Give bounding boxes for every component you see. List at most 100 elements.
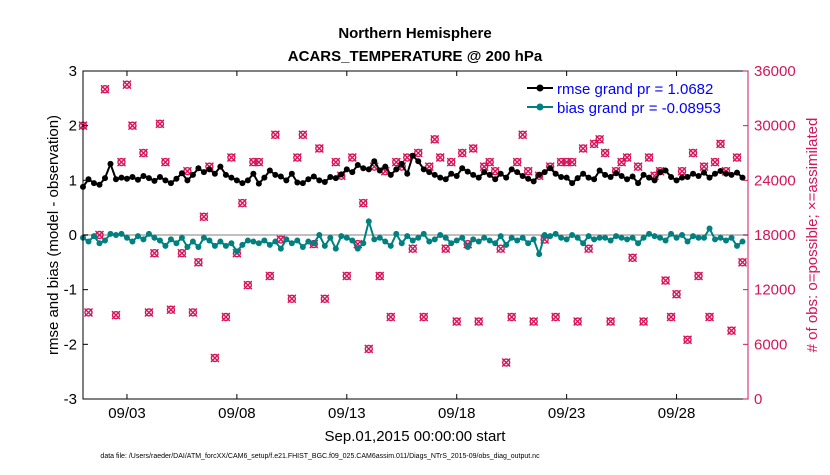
obs_possible_upper-marker — [271, 130, 280, 139]
obs_assimilated-marker — [155, 119, 165, 129]
y-right-tick-label: 0 — [754, 391, 762, 408]
obs_possible-marker — [84, 308, 93, 317]
bias-point — [321, 242, 328, 249]
rmse-point — [591, 176, 598, 183]
obs-upper-cross-marker — [567, 157, 577, 167]
bias-point — [255, 240, 262, 247]
rmse-point — [684, 174, 691, 181]
rmse-point — [525, 175, 532, 182]
obs_possible_upper-marker — [315, 144, 324, 153]
rmse-point — [327, 174, 334, 181]
bias-point — [283, 236, 290, 243]
bias-point — [481, 234, 488, 241]
rmse-point — [701, 169, 708, 176]
obs_assimilated-marker — [144, 307, 154, 317]
obs-upper-cross-marker — [138, 148, 148, 158]
bias-point — [294, 237, 301, 244]
bias-point — [640, 234, 647, 241]
bias-point — [492, 240, 499, 247]
obs_assimilated-marker — [193, 257, 203, 267]
bias-point — [123, 234, 130, 241]
bias-point — [261, 237, 268, 244]
obs-upper-cross-marker — [94, 230, 104, 240]
obs_possible-marker — [666, 312, 676, 322]
rmse-point — [316, 177, 323, 184]
bias-point — [723, 237, 730, 244]
obs_possible-marker — [111, 310, 121, 320]
y-left-tick-label: 1 — [69, 172, 77, 189]
bias-point — [250, 238, 257, 245]
bias-point — [695, 234, 702, 241]
rmse-point — [118, 174, 125, 181]
x-tick-label: 09/28 — [658, 405, 696, 422]
bias-point — [717, 234, 724, 241]
obs_assimilated-marker — [727, 326, 737, 336]
obs_assimilated-marker — [408, 244, 418, 254]
rmse-point — [294, 179, 301, 186]
bias-point — [365, 218, 372, 225]
rmse-point — [690, 170, 697, 177]
bias-point — [679, 232, 686, 238]
obs_possible-marker — [441, 244, 450, 253]
obs-upper-cross-marker — [633, 162, 643, 172]
obs_possible-marker — [738, 258, 747, 267]
bias-point — [569, 232, 576, 238]
rmse-point — [717, 168, 724, 175]
rmse-point — [695, 172, 702, 179]
bias-point — [739, 238, 746, 245]
obs_possible-marker — [254, 157, 264, 167]
rmse-point — [371, 158, 378, 165]
rmse-point — [580, 170, 587, 177]
rmse-point — [475, 174, 482, 181]
rmse-point — [624, 176, 631, 183]
rmse-point — [129, 174, 136, 181]
bias-point — [503, 241, 510, 248]
rmse-point — [569, 180, 576, 187]
rmse-point — [481, 169, 488, 176]
obs_assimilated-marker — [149, 248, 159, 258]
obs_assimilated-marker — [111, 310, 121, 320]
bias-point — [596, 234, 603, 241]
rmse-point — [299, 180, 306, 187]
rmse-point — [343, 166, 350, 173]
obs_possible_upper-marker — [556, 157, 566, 167]
rmse-point — [189, 171, 196, 178]
obs-upper-cross-marker — [523, 166, 533, 176]
obs_possible-marker — [672, 290, 681, 299]
rmse-point — [486, 171, 493, 178]
obs_possible-marker — [331, 157, 341, 167]
obs_assimilated-marker — [243, 280, 253, 290]
bias-point — [585, 233, 592, 240]
obs-upper-cross-marker — [468, 143, 478, 153]
rmse-point — [365, 166, 372, 173]
y-right-tick-label: 6000 — [754, 336, 787, 353]
x-tick-label: 09/18 — [438, 405, 476, 422]
rmse-point — [288, 170, 295, 177]
bias-point — [547, 233, 554, 240]
bias-point — [508, 234, 515, 241]
obs_possible_upper-marker — [139, 148, 148, 158]
obs_possible-marker — [573, 317, 582, 326]
bias-point — [90, 233, 97, 240]
bias-point — [156, 237, 163, 244]
bias-point — [277, 245, 284, 252]
rmse-point — [739, 174, 746, 181]
bias-point — [437, 232, 444, 238]
obs_possible_upper-marker — [710, 157, 720, 167]
rmse-point — [668, 174, 675, 181]
rmse-point — [574, 175, 581, 182]
obs-upper-cross-marker — [644, 153, 654, 163]
bias-point — [470, 236, 477, 243]
bias-point — [734, 242, 741, 249]
bias-point — [409, 237, 416, 244]
bias-point — [228, 240, 235, 247]
rmse-point — [206, 166, 213, 173]
rmse-point — [558, 174, 565, 181]
obs_possible-marker — [639, 317, 648, 326]
bias-point — [607, 237, 614, 244]
bias-point — [629, 234, 636, 241]
bias-point — [118, 230, 125, 237]
rmse-point — [712, 170, 719, 177]
obs_possible-marker — [210, 353, 220, 363]
